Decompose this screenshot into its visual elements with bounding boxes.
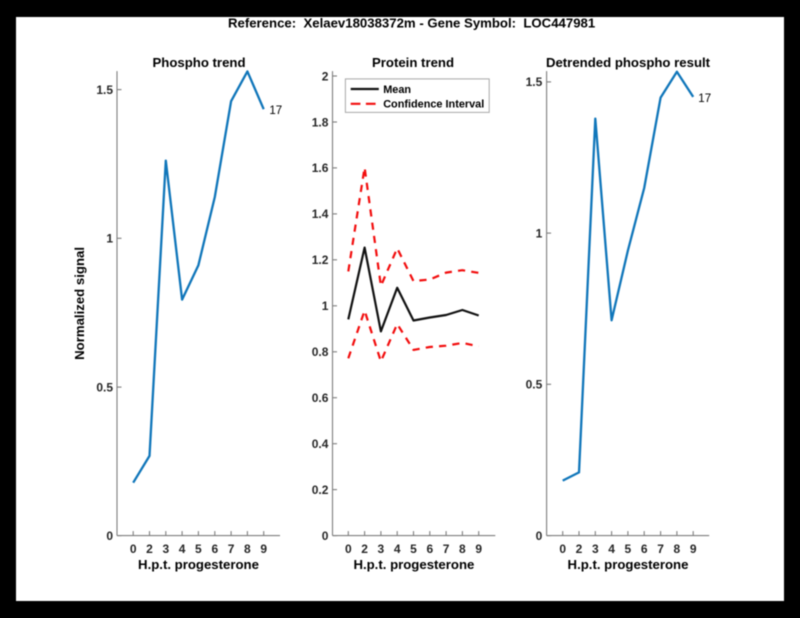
svg-text:8: 8 [674,542,681,556]
svg-text:9: 9 [475,542,482,556]
svg-text:4: 4 [394,542,401,556]
svg-text:Reference: Xelaev18038372m -: Reference: Xelaev18038372m - Gene Symbol… [228,15,595,30]
svg-text:0: 0 [345,542,352,556]
svg-text:9: 9 [690,542,697,556]
svg-text:1: 1 [536,226,543,240]
svg-text:0.5: 0.5 [96,380,113,394]
svg-text:1.2: 1.2 [312,253,329,267]
svg-text:3: 3 [378,542,385,556]
svg-text:17: 17 [698,93,711,105]
svg-text:9: 9 [260,542,267,556]
svg-text:17: 17 [269,105,282,117]
svg-text:6: 6 [641,542,648,556]
svg-text:2: 2 [146,542,153,556]
svg-text:0.2: 0.2 [312,483,329,497]
svg-text:7: 7 [228,542,235,556]
svg-text:1: 1 [322,299,329,313]
svg-text:0.6: 0.6 [312,391,329,405]
svg-text:3: 3 [592,542,599,556]
svg-text:0.5: 0.5 [526,378,543,392]
svg-text:Protein trend: Protein trend [372,55,454,70]
svg-text:0.8: 0.8 [312,345,329,359]
svg-text:1.4: 1.4 [312,207,329,221]
svg-text:2: 2 [576,542,583,556]
svg-text:8: 8 [244,542,251,556]
svg-text:0: 0 [559,542,566,556]
svg-text:5: 5 [410,542,417,556]
svg-text:1.5: 1.5 [526,75,543,89]
svg-text:2: 2 [361,542,368,556]
svg-text:6: 6 [211,542,218,556]
svg-text:5: 5 [195,542,202,556]
svg-text:5: 5 [625,542,632,556]
svg-text:1.8: 1.8 [312,115,329,129]
svg-text:H.p.t. progesterone: H.p.t. progesterone [568,557,689,572]
svg-text:Confidence Interval: Confidence Interval [383,99,484,111]
svg-text:7: 7 [657,542,664,556]
svg-text:Mean: Mean [383,84,411,96]
svg-text:Detrended phospho result: Detrended phospho result [546,55,711,70]
svg-text:0: 0 [130,542,137,556]
svg-text:1.5: 1.5 [96,83,113,97]
svg-text:0: 0 [322,529,329,543]
svg-text:H.p.t. progesterone: H.p.t. progesterone [138,557,259,572]
svg-text:Normalized signal: Normalized signal [72,247,87,360]
svg-text:0: 0 [106,529,113,543]
svg-text:1.6: 1.6 [312,161,329,175]
svg-text:1: 1 [106,232,113,246]
svg-text:0.4: 0.4 [312,437,329,451]
svg-text:Phospho trend: Phospho trend [152,55,245,70]
svg-text:0: 0 [536,529,543,543]
svg-text:8: 8 [459,542,466,556]
svg-text:6: 6 [426,542,433,556]
svg-text:3: 3 [162,542,169,556]
svg-text:H.p.t. progesterone: H.p.t. progesterone [353,557,474,572]
svg-text:4: 4 [608,542,615,556]
svg-text:7: 7 [443,542,450,556]
svg-text:2: 2 [322,69,329,83]
svg-text:4: 4 [179,542,186,556]
